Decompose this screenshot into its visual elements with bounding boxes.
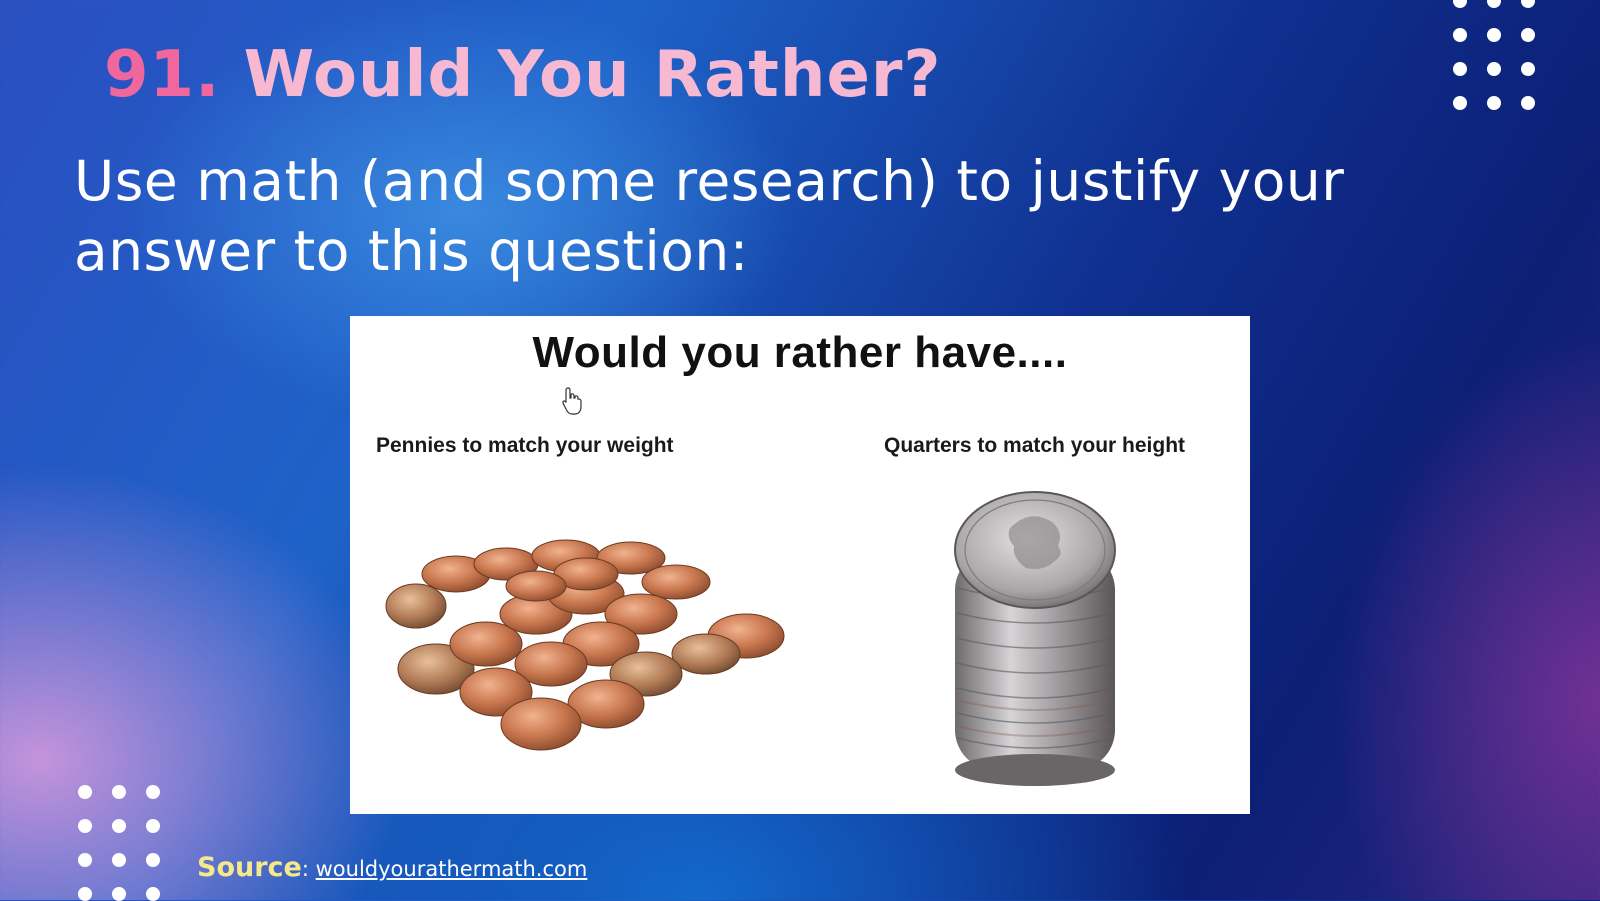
source-label: Source <box>197 852 302 883</box>
source-citation: Source: wouldyourathermath.com <box>197 852 587 883</box>
slide-instruction: Use math (and some research) to justify … <box>74 149 1345 283</box>
pennies-pile-image <box>385 539 785 751</box>
card-heading: Would you rather have.... <box>532 328 1068 377</box>
decorative-dot-grid-bottom-left <box>78 785 160 901</box>
slide-title: 91. Would You Rather? <box>104 38 942 112</box>
slide-title-text: Would You Rather? <box>220 38 942 112</box>
option-pennies-label: Pennies to match your weight <box>376 434 674 457</box>
question-image-card: Would you rather have.... Pennies to mat… <box>350 316 1250 814</box>
option-quarters-label: Quarters to match your height <box>884 434 1186 457</box>
quarters-stack-image <box>954 491 1116 786</box>
decorative-dot-grid-top-right <box>1453 0 1535 110</box>
slide-number: 91. <box>104 38 221 112</box>
source-separator: : <box>301 857 316 881</box>
source-link[interactable]: wouldyourathermath.com <box>315 857 588 881</box>
hand-cursor-icon <box>562 387 582 415</box>
